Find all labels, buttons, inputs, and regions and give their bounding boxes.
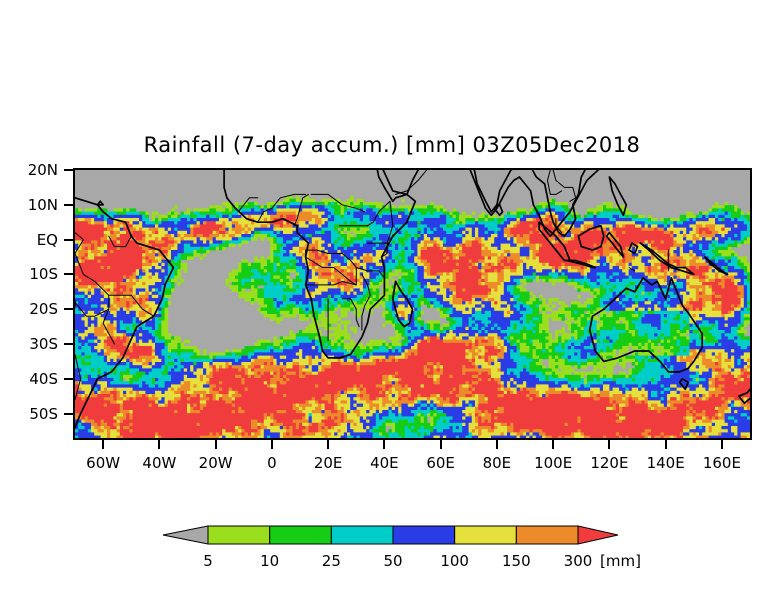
colorbar-band-under (162, 525, 209, 545)
x-tick-label: 40E (370, 454, 399, 472)
page-title: Rainfall (7-day accum.) [mm] 03Z05Dec201… (143, 133, 641, 157)
x-tick-mark (720, 440, 723, 449)
x-tick-mark (552, 440, 555, 449)
y-tick-mark (64, 377, 73, 380)
colorbar-band (515, 525, 579, 545)
y-tick-mark (64, 273, 73, 276)
x-tick-mark (383, 440, 386, 449)
x-tick-mark (327, 440, 330, 449)
x-tick-mark (495, 440, 498, 449)
colorbar: 5 10 25 50 100 150 300 [mm] (0, 512, 784, 572)
map-plot-area (73, 168, 752, 440)
y-tick-mark (64, 169, 73, 171)
colorbar-band (269, 525, 332, 545)
y-tick-label: 40S (29, 369, 58, 388)
colorbar-tick-label: 300 (563, 552, 593, 570)
y-tick-mark (64, 203, 73, 206)
x-tick-label: 40W (142, 454, 177, 472)
y-tick-label: 20S (29, 300, 58, 319)
colorbar-swatches (162, 525, 619, 545)
x-tick-label: 60E (426, 454, 455, 472)
x-tick-mark (214, 440, 217, 449)
x-tick-label: 20W (198, 454, 233, 472)
x-tick-mark (664, 440, 667, 449)
x-tick-mark (608, 440, 611, 449)
x-tick-mark (439, 440, 442, 449)
x-tick-label: 20E (313, 454, 343, 472)
y-tick-mark (64, 238, 73, 241)
x-tick-mark (270, 440, 273, 449)
colorbar-band-over (577, 525, 619, 545)
rainfall-heatmap (75, 170, 750, 438)
x-axis: 60W 40W 20W 0 20E 40E 60E 80E 100E 120E 140E 160E (0, 446, 784, 472)
colorbar-units-label: [mm] (600, 552, 641, 570)
y-tick-mark (64, 343, 73, 346)
x-tick-label: 140E (646, 454, 685, 472)
x-tick-mark (102, 440, 105, 449)
y-tick-mark (64, 308, 73, 311)
x-tick-label: 160E (702, 454, 741, 472)
y-axis: 20N 10N EQ 10S 20S 30S 40S 50S (0, 161, 73, 440)
x-tick-mark (158, 440, 161, 449)
y-tick-label: EQ (36, 230, 58, 249)
colorbar-tick-label: 50 (383, 552, 403, 570)
colorbar-tick-label: 150 (502, 552, 531, 570)
colorbar-band (454, 525, 517, 545)
x-tick-label: 0 (267, 454, 277, 472)
colorbar-tick-label: 10 (260, 552, 280, 570)
y-tick-label: 50S (29, 404, 58, 423)
colorbar-band (392, 525, 456, 545)
x-tick-label: 80E (482, 454, 512, 472)
x-tick-label: 120E (590, 454, 629, 472)
y-tick-label: 30S (29, 335, 58, 354)
y-tick-mark (64, 412, 73, 415)
x-tick-label: 60W (86, 454, 121, 472)
colorbar-tick-label: 100 (440, 552, 469, 570)
colorbar-band (330, 525, 394, 545)
colorbar-tick-label: 5 (203, 552, 213, 570)
y-tick-label: 10N (27, 195, 58, 214)
x-tick-label: 100E (534, 454, 573, 472)
y-tick-label: 10S (29, 265, 58, 284)
colorbar-tick-label: 25 (321, 552, 341, 570)
colorbar-band (207, 525, 271, 545)
y-tick-label: 20N (27, 161, 58, 179)
